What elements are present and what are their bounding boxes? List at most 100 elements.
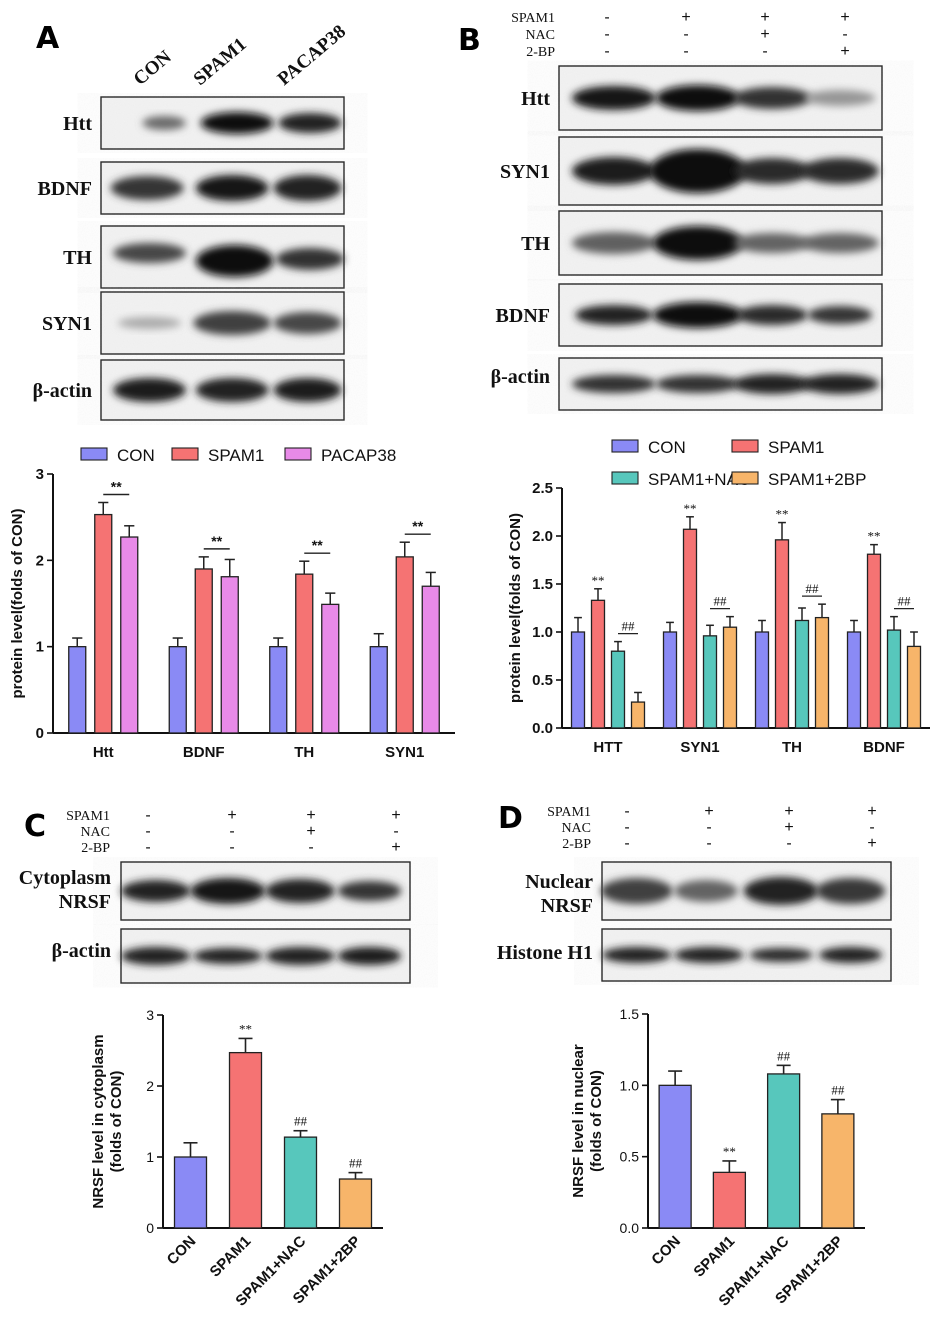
treatment-sign: - [145, 807, 150, 824]
treatment-sign: - [786, 835, 791, 852]
blot-band [655, 85, 740, 111]
significance-label: ** [239, 1021, 252, 1036]
blot-band [655, 375, 740, 393]
blot-actin-b [558, 357, 883, 411]
bar-pacap38 [321, 603, 340, 734]
blot-band [807, 306, 873, 324]
bar-spam1-2bp [821, 1113, 855, 1229]
significance-label: ** [412, 518, 423, 534]
bar-con [173, 1156, 208, 1229]
bar-spam1-nac [886, 629, 902, 729]
blot-band [113, 243, 187, 263]
significance-label: ## [898, 594, 912, 609]
y-tick-label: 0.0 [620, 1220, 640, 1236]
treatment-sign: - [604, 26, 609, 43]
treatment-sign: + [306, 823, 315, 840]
blot-band [142, 116, 187, 130]
treatment-table-d: SPAM1- + + +NAC - - + -2-BP - - - + [547, 803, 877, 852]
y-tick-label: 2 [36, 552, 44, 569]
legend-swatch [611, 471, 639, 485]
blot-band [818, 947, 883, 963]
blot-bdnf-a [100, 161, 345, 215]
treatment-sign: - [604, 43, 609, 60]
blot-band [652, 226, 744, 260]
blot-band [195, 245, 274, 277]
y-tick-label: 1 [146, 1149, 154, 1165]
treatment-label-nac: NAC [525, 28, 555, 43]
blot-band [278, 113, 342, 133]
bar-spam1-nac [702, 635, 718, 729]
bar-spam1-2bp [722, 626, 738, 729]
blot-band [571, 86, 656, 110]
y-tick-label: 0 [146, 1220, 154, 1236]
bar-con [754, 631, 770, 729]
blot-band [652, 302, 744, 328]
treatment-sign: - [393, 823, 398, 840]
treatment-label-nac: NAC [80, 825, 110, 840]
y-axis-label: protein level(folds of CON) [507, 513, 524, 703]
bar-pacap38 [421, 585, 440, 734]
y-tick-label: 1.5 [532, 576, 553, 593]
blot-htt-a [100, 96, 345, 150]
y-tick-label: 1.0 [532, 624, 553, 641]
treatment-sign: + [681, 9, 690, 26]
treatment-table-c: SPAM1- + + +NAC - - + -2-BP - - - + [66, 807, 401, 856]
blot-band [804, 90, 876, 106]
bar-spam1 [295, 573, 314, 734]
x-tick-label: TH [782, 739, 802, 756]
blot-band [571, 232, 656, 254]
bar-pacap38 [120, 536, 139, 734]
blot-band [200, 112, 274, 134]
y-tick-label: 2.0 [532, 528, 553, 545]
blot-band [602, 947, 672, 963]
blot-label-th-a: TH [63, 247, 92, 269]
blot-band [801, 233, 879, 253]
bar-spam1 [866, 553, 882, 729]
bar-con [369, 646, 388, 734]
panel-letter-a: A [36, 21, 60, 56]
treatment-table-b: SPAM1- + + +NAC - - + -2-BP - - - + [511, 9, 850, 60]
blot-band [273, 312, 342, 334]
y-tick-label: 0.0 [532, 720, 553, 737]
blot-label-bdnf-b: BDNF [496, 305, 550, 327]
lane-header-spam1: SPAM1 [190, 34, 251, 90]
significance-label: ## [349, 1156, 363, 1171]
legend-label: CON [117, 446, 155, 465]
bar-spam1-2bp [814, 616, 830, 729]
legend-swatch [80, 447, 108, 461]
treatment-sign: - [842, 26, 847, 43]
x-tick-label: Htt [93, 744, 114, 761]
treatment-sign: - [604, 9, 609, 26]
treatment-sign: + [227, 807, 236, 824]
x-tick-label: SPAM1 [690, 1233, 738, 1281]
blot-th-a [100, 225, 345, 289]
bar-spam1 [228, 1051, 263, 1229]
blot-band [273, 175, 342, 201]
legend-label: CON [648, 438, 686, 457]
bar-con [662, 631, 678, 729]
significance-label: ## [622, 619, 636, 634]
legend-swatch [171, 447, 199, 461]
y-tick-label: 2.5 [532, 480, 553, 497]
blot-band [337, 947, 402, 965]
bar-con [570, 631, 586, 729]
treatment-sign: + [867, 803, 876, 820]
blot-band [265, 879, 335, 903]
blot-syn1-a [100, 291, 345, 355]
bar-pacap38 [220, 576, 239, 734]
blot-band [193, 948, 263, 964]
treatment-sign: - [683, 43, 688, 60]
blot-label-nrsf-c: NRSF [59, 891, 111, 913]
blot-band [575, 305, 653, 325]
legend-swatch [611, 439, 639, 453]
treatment-sign: - [762, 43, 767, 60]
treatment-sign: - [706, 819, 711, 836]
treatment-label-nac: NAC [561, 821, 591, 836]
x-tick-label: BDNF [183, 744, 225, 761]
blot-band [195, 175, 269, 201]
legend-label: SPAM1 [208, 446, 264, 465]
bar-con [846, 631, 862, 729]
bar-spam1-nac [794, 619, 810, 729]
blot-band [118, 317, 182, 329]
